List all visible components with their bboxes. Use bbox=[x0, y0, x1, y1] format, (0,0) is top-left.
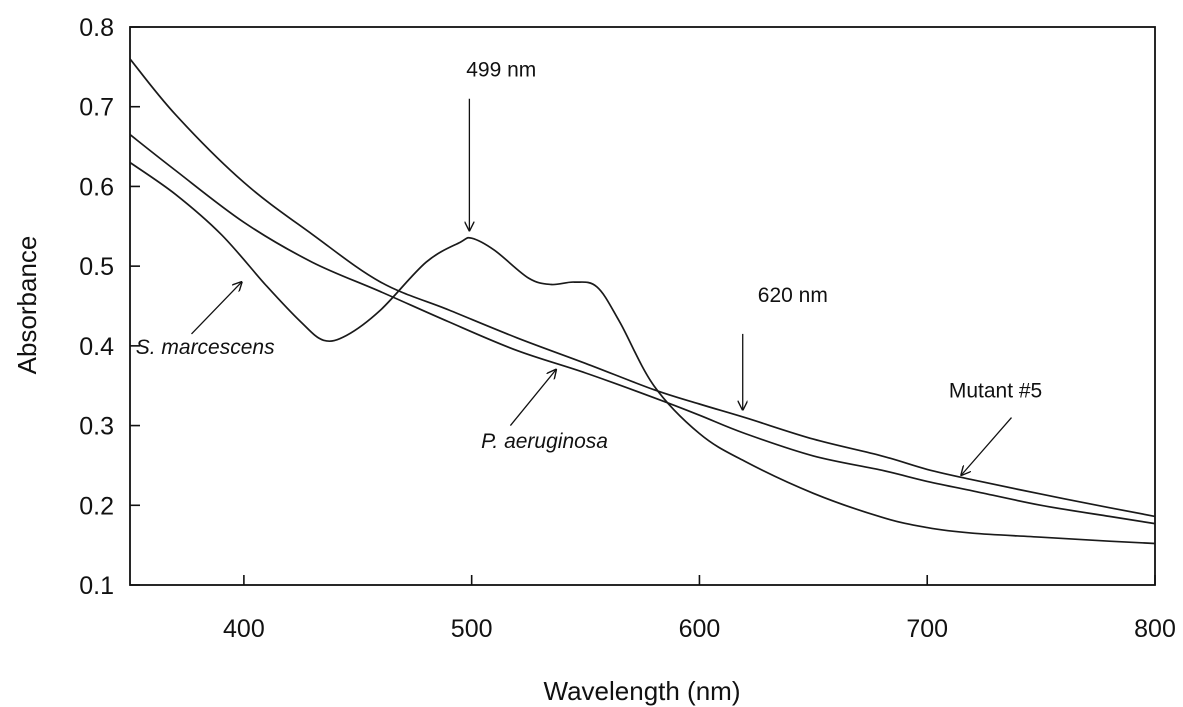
y-tick-label: 0.7 bbox=[79, 94, 114, 122]
y-axis-label: Absorbance bbox=[12, 236, 42, 375]
y-tick-label: 0.6 bbox=[79, 173, 114, 201]
annotation-label-mutant-5: Mutant #5 bbox=[949, 380, 1042, 403]
x-tick-label: 400 bbox=[223, 615, 265, 643]
series-line-s-marcescens bbox=[129, 161, 1156, 545]
x-axis-label: Wavelength (nm) bbox=[544, 676, 741, 706]
annotation-arrow-mutant-5 bbox=[961, 417, 1012, 475]
y-tick-label: 0.3 bbox=[79, 413, 114, 441]
annotation-layer: 499 nm 620 nm S. marcescens P. aeruginosa Mu… bbox=[136, 58, 1042, 475]
x-axis-ticks: 400 500 600 700 800 bbox=[223, 575, 1176, 643]
annotation-label-p-aeruginosa: P. aeruginosa bbox=[481, 430, 608, 453]
series-layer bbox=[129, 58, 1156, 545]
y-tick-label: 0.5 bbox=[79, 253, 114, 281]
x-tick-label: 500 bbox=[451, 615, 493, 643]
x-tick-label: 700 bbox=[906, 615, 948, 643]
x-tick-label: 600 bbox=[679, 615, 721, 643]
annotation-arrow-p-aeruginosa bbox=[509, 370, 556, 426]
annotation-label-499-nm: 499 nm bbox=[466, 58, 536, 81]
y-tick-label: 0.1 bbox=[79, 572, 114, 600]
annotation-label-s-marcescens: S. marcescens bbox=[136, 336, 275, 359]
x-tick-label: 800 bbox=[1134, 615, 1176, 643]
series-line-mutant-5 bbox=[129, 58, 1156, 518]
y-tick-label: 0.2 bbox=[79, 492, 114, 520]
annotation-label-620-nm: 620 nm bbox=[758, 284, 828, 307]
y-tick-label: 0.8 bbox=[79, 14, 114, 42]
y-axis-ticks: 0.1 0.2 0.3 0.4 0.5 0.6 0.7 0.8 bbox=[79, 14, 140, 600]
series-line-p-aeruginosa bbox=[129, 133, 1156, 525]
y-tick-label: 0.4 bbox=[79, 333, 114, 361]
plot-frame bbox=[129, 26, 1156, 586]
annotation-arrow-s-marcescens bbox=[191, 282, 242, 335]
